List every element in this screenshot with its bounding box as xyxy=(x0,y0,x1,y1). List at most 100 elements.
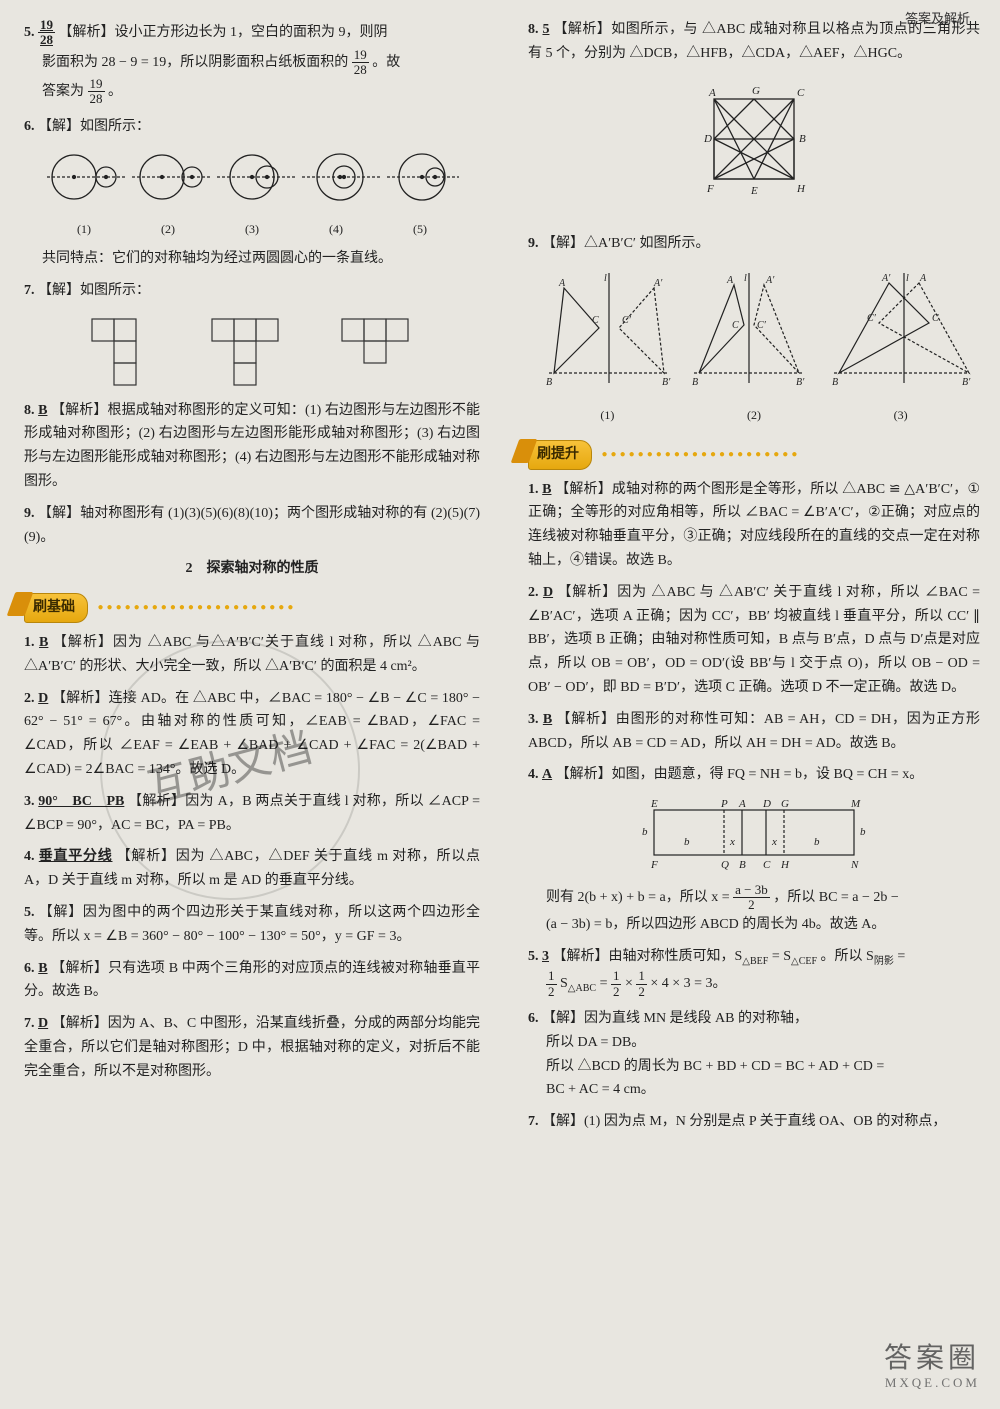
svg-text:B′: B′ xyxy=(796,377,805,388)
svg-text:A′: A′ xyxy=(765,275,775,286)
t2-num: 2. xyxy=(528,585,539,600)
q6-note: 共同特点：它们的对称轴均为经过两圆圆心的一条直线。 xyxy=(24,247,480,271)
svg-text:A′: A′ xyxy=(881,273,891,284)
t3: 3. B 【解析】由图形的对称性可知：AB = AH，CD = DH，因为正方形… xyxy=(528,708,980,756)
svg-text:C′: C′ xyxy=(622,315,632,326)
lblF: F xyxy=(706,183,714,195)
r-q8-fig: A G C D B F E H xyxy=(528,74,980,224)
q7-text: 【解】如图所示： xyxy=(38,283,150,298)
svg-text:l: l xyxy=(906,273,909,284)
q7-num: 7. xyxy=(24,283,35,298)
t4-x1: x xyxy=(729,836,735,848)
q6-c5: (5) xyxy=(413,219,427,239)
b2-text: 【解析】连接 AD。在 △ABC 中，∠BAC = 180° − ∠B − ∠C… xyxy=(24,691,480,777)
t6-l4: BC + AC = 4 cm。 xyxy=(528,1078,980,1102)
svg-text:A: A xyxy=(726,275,734,286)
t6-l2: 所以 DA = DB。 xyxy=(528,1031,980,1055)
dots-2: ●●●●●●●●●●●●●●●●●●●●●● xyxy=(602,446,801,463)
q6-circles-svg xyxy=(42,147,462,217)
right-column: 8. 5 【解析】如图所示，与 △ABC 成轴对称且以格点为顶点的三角形共有 5… xyxy=(500,0,1000,1409)
b7-ans: D xyxy=(38,1016,48,1031)
t4-F: F xyxy=(650,859,658,871)
t4-then2: ，所以 BC = a − 2b − xyxy=(773,890,899,905)
t4-D: D xyxy=(762,798,771,810)
q5-line2: 影面积为 28 − 9 = 19，所以阴影面积占纸板面积的 1928 。故 xyxy=(24,48,480,78)
r-q8-text: 【解析】如图所示，与 △ABC 成轴对称且以格点为顶点的三角形共有 5 个，分别… xyxy=(528,22,980,61)
b6: 6. B 【解析】只有选项 B 中两个三角形的对应顶点的连线被对称轴垂直平分。故… xyxy=(24,957,480,1005)
t7: 7. 【解】(1) 因为点 M，N 分别是点 P 关于直线 OA、OB 的对称点… xyxy=(528,1110,980,1134)
b1-num: 1. xyxy=(24,635,35,650)
r-q9-num: 9. xyxy=(528,236,539,251)
t4-bL: b xyxy=(642,826,648,838)
r-q9-fig: l A A′ C C′ B B′ l xyxy=(528,263,980,425)
t6-l3: 所以 △BCD 的周长为 BC + BD + CD = BC + AD + CD… xyxy=(528,1055,980,1079)
t4-b2: b xyxy=(814,836,820,848)
corner-watermark: 答案圈 MXQE.COM xyxy=(884,1342,980,1391)
q7-figure xyxy=(24,311,480,391)
b1-ans: B xyxy=(39,635,48,650)
b1: 1. B 【解析】因为 △ABC 与△A′B′C′关于直线 l 对称，所以 △A… xyxy=(24,631,480,679)
t1: 1. B 【解析】成轴对称的两个图形是全等形，所以 △ABC ≌ △A′B′C′… xyxy=(528,478,980,573)
svg-text:C: C xyxy=(932,313,939,324)
b3-ans: 90° BC PB xyxy=(38,794,124,809)
q5-t2a: 影面积为 28 − 9 = 19，所以阴影面积占纸板面积的 xyxy=(42,55,348,70)
t4-M: M xyxy=(850,798,861,810)
b3: 3. 90° BC PB 【解析】因为 A，B 两点关于直线 l 对称，所以 ∠… xyxy=(24,790,480,838)
lblA: A xyxy=(708,87,716,99)
r-q9-caps: (1) (2) (3) xyxy=(534,403,974,425)
q6-text: 【解】如图所示： xyxy=(38,119,150,134)
t4-text1: 【解析】如图，由题意，得 FQ = NH = b，设 BQ = CH = x。 xyxy=(556,767,924,782)
t4-E: E xyxy=(650,798,658,810)
t5-l2b: S xyxy=(560,976,568,991)
section-title: 2 探索轴对称的性质 xyxy=(24,557,480,581)
svg-text:C′: C′ xyxy=(867,313,877,324)
q8-text: 【解析】根据成轴对称图形的定义可知：(1) 右边图形与左边图形不能形成轴对称图形… xyxy=(24,403,480,489)
r-q9-svg: l A A′ C C′ B B′ l xyxy=(534,263,974,403)
lblC: C xyxy=(797,87,805,99)
t4-b1: b xyxy=(684,836,690,848)
q5: 5. 1928 【解析】设小正方形边长为 1，空白的面积为 9，则阴 影面积为 … xyxy=(24,18,480,107)
t2-ans: D xyxy=(543,585,553,600)
b7-num: 7. xyxy=(24,1016,35,1031)
t4-fig: E P A D G M F Q B C H N b b b b x xyxy=(528,795,980,875)
svg-text:B: B xyxy=(832,377,838,388)
t4-x2: x xyxy=(771,836,777,848)
t5-l2d: × xyxy=(625,976,636,991)
svg-text:C: C xyxy=(592,315,599,326)
r-q8-svg: A G C D B F E H xyxy=(679,74,829,224)
lblH: H xyxy=(796,183,806,195)
t3-text: 【解析】由图形的对称性可知：AB = AH，CD = DH，因为正方形 ABCD… xyxy=(528,712,980,751)
q7-grid-svg xyxy=(62,311,442,391)
q8: 8. B 【解析】根据成轴对称图形的定义可知：(1) 右边图形与左边图形不能形成… xyxy=(24,399,480,494)
t4-line3: (a − 3b) = b，所以四边形 ABCD 的周长为 4b。故选 A。 xyxy=(528,913,980,937)
q5-t3b: 。 xyxy=(108,84,122,99)
q9-num: 9. xyxy=(24,506,35,521)
badge-basic: 刷基础 xyxy=(24,593,88,623)
t5-s2: △CEF xyxy=(791,955,817,966)
t4-N: N xyxy=(850,859,859,871)
t1-ans: B xyxy=(542,482,551,497)
r-q9-c3: (3) xyxy=(894,405,908,425)
t6: 6. 【解】因为直线 MN 是线段 AB 的对称轴， 所以 DA = DB。 所… xyxy=(528,1007,980,1102)
t5-s3: 阴影 xyxy=(874,955,894,966)
t4-B: B xyxy=(739,859,746,871)
q5-num: 5. xyxy=(24,25,35,40)
q6-c3: (3) xyxy=(245,219,259,239)
q7: 7. 【解】如图所示： xyxy=(24,279,480,391)
t4-Q: Q xyxy=(721,859,729,871)
t4-line2: 则有 2(b + x) + b = a，所以 x = a − 3b2 ，所以 B… xyxy=(528,883,980,913)
t4: 4. A 【解析】如图，由题意，得 FQ = NH = b，设 BQ = CH … xyxy=(528,763,980,936)
corner-small: MXQE.COM xyxy=(884,1375,980,1391)
b6-text: 【解析】只有选项 B 中两个三角形的对应顶点的连线被对称轴垂直平分。故选 B。 xyxy=(24,961,480,1000)
r-q8: 8. 5 【解析】如图所示，与 △ABC 成轴对称且以格点为顶点的三角形共有 5… xyxy=(528,18,980,224)
t4-C: C xyxy=(763,859,771,871)
q9-text: 【解】轴对称图形有 (1)(3)(5)(6)(8)(10)；两个图形成轴对称的有… xyxy=(24,506,480,545)
q5-t1: 【解析】设小正方形边长为 1，空白的面积为 9，则阴 xyxy=(59,25,388,40)
svg-text:C: C xyxy=(732,320,739,331)
t5-l2e: × 4 × 3 = 3。 xyxy=(650,976,726,991)
q6-c1: (1) xyxy=(77,219,91,239)
b7: 7. D 【解析】因为 A、B、C 中图形，沿某直线折叠，分成的两部分均能完全重… xyxy=(24,1012,480,1083)
t4-frac: a − 3b2 xyxy=(733,883,770,913)
b4-ans: 垂直平分线 xyxy=(39,849,113,864)
t4-num: 4. xyxy=(528,767,539,782)
